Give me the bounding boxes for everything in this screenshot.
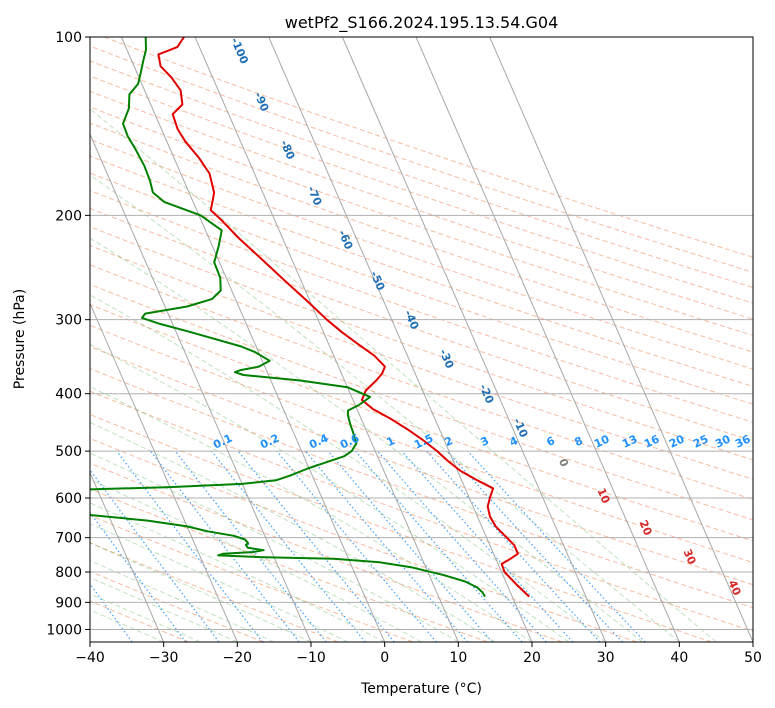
mixing-ratio-label: 16 <box>642 432 662 450</box>
dry-adiabat-line <box>90 368 753 609</box>
mixing-ratio-line <box>211 450 366 642</box>
mixing-ratio-label: 30 <box>713 432 733 450</box>
isotherm-gridline <box>341 37 607 642</box>
y-tick-label: 600 <box>55 491 82 507</box>
mixing-ratio-label: 10 <box>592 432 612 450</box>
dry-adiabat-line <box>90 413 712 642</box>
isotherm-gridline <box>90 302 238 642</box>
mixing-ratio-line <box>467 450 646 642</box>
dry-adiabat-line <box>90 264 753 500</box>
y-tick-label: 200 <box>55 208 82 224</box>
x-axis-title: Temperature (°C) <box>360 681 482 697</box>
dry-adiabat-line <box>90 570 264 642</box>
mixing-ratio-line <box>377 450 547 642</box>
moist-adiabat-line <box>90 108 717 642</box>
mixing-ratio-line <box>90 468 220 642</box>
mixing-ratio-label: 20 <box>667 432 687 450</box>
mixing-ratio-line <box>174 450 327 642</box>
y-tick-label: 800 <box>55 565 82 581</box>
dry-adiabat-line <box>90 437 638 642</box>
mixing-ratio-line <box>90 511 187 642</box>
moist-adiabat-line <box>90 421 496 642</box>
isotherm-gridline <box>415 37 680 642</box>
dry-adiabat-line <box>90 390 753 632</box>
isotherm-gridline <box>90 471 165 642</box>
dry-adiabat-line <box>90 304 753 542</box>
moist-adiabat-line <box>90 479 422 642</box>
isotherm-label: 30 <box>680 547 698 567</box>
x-tick-label: −30 <box>149 650 179 666</box>
dry-adiabat-line <box>90 244 753 480</box>
moist-adiabat-line <box>90 237 643 642</box>
mixing-ratio-line <box>237 450 395 642</box>
x-tick-label: 10 <box>449 650 467 666</box>
x-tick-label: −20 <box>223 650 253 666</box>
y-tick-label: 900 <box>55 595 82 611</box>
isotherm-gridline <box>268 37 533 642</box>
dry-adiabat-line <box>90 283 753 521</box>
isotherm-gridline <box>194 37 459 642</box>
y-tick-label: 700 <box>55 531 82 547</box>
temperature-profile-line <box>157 37 530 598</box>
mixing-ratio-label: 25 <box>691 432 710 450</box>
x-tick-label: 40 <box>670 650 688 666</box>
mixing-ratio-label: 36 <box>733 432 753 450</box>
y-tick-label: 400 <box>55 387 82 403</box>
x-tick-label: −10 <box>296 650 326 666</box>
isotherm-gridline <box>90 132 312 642</box>
isotherm-gridline <box>120 37 386 642</box>
y-tick-label: 100 <box>55 30 82 46</box>
y-tick-label: 500 <box>55 444 82 460</box>
x-tick-label: −40 <box>75 650 105 666</box>
dry-adiabat-line <box>90 488 488 642</box>
isotherm-label: 10 <box>594 486 612 506</box>
y-tick-label: 300 <box>55 313 82 329</box>
x-tick-label: 50 <box>744 650 762 666</box>
moist-adiabat-line <box>90 523 349 642</box>
moist-adiabat-line <box>90 386 533 642</box>
moist-adiabat-line <box>90 452 459 642</box>
isotherm-label: 40 <box>725 578 743 598</box>
moist-adiabat-line <box>90 343 570 642</box>
x-tick-label: 0 <box>380 650 389 666</box>
mixing-ratio-label: 13 <box>620 432 639 450</box>
mixing-ratio-line <box>446 450 623 642</box>
mixing-ratio-line <box>276 450 437 642</box>
moist-adiabat-line <box>90 593 201 642</box>
mixing-ratio-line <box>90 582 133 642</box>
y-tick-label: 1000 <box>46 622 82 638</box>
dewpoint-profile-line <box>90 37 486 598</box>
moist-adiabat-line <box>90 577 238 642</box>
x-tick-label: 20 <box>523 650 541 666</box>
dry-adiabat-line <box>90 346 753 586</box>
y-axis-title: Pressure (hPa) <box>12 289 28 389</box>
chart-title: wetPf2_S166.2024.195.13.54.G04 <box>285 13 559 33</box>
mixing-ratio-line <box>355 450 523 642</box>
plot-frame <box>89 36 754 643</box>
isotherm-label: 20 <box>636 518 654 538</box>
mixing-ratio-line <box>426 450 601 642</box>
x-tick-label: 30 <box>597 650 615 666</box>
isotherm-gridline <box>489 37 753 642</box>
